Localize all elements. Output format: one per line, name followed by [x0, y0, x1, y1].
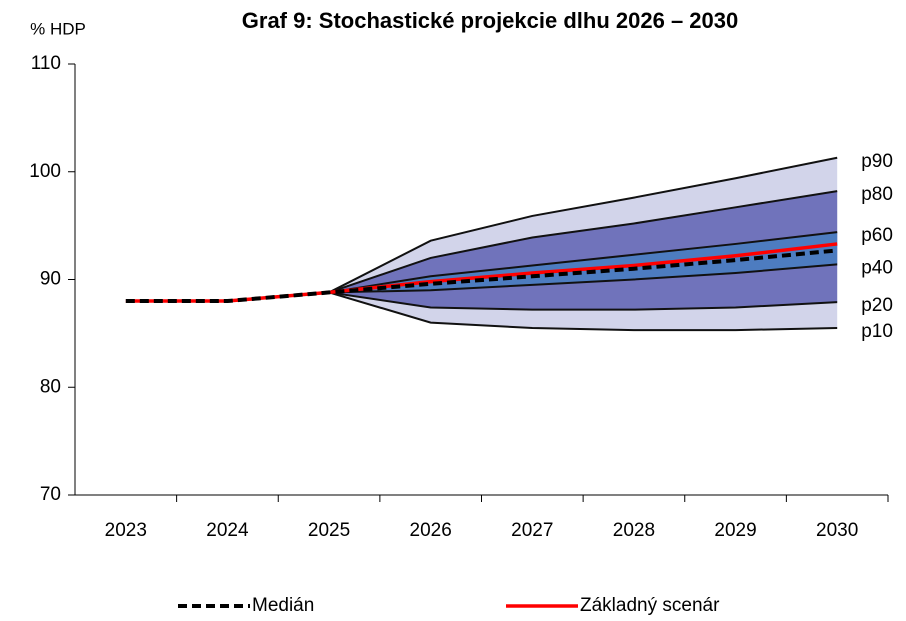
- percentile-line: [328, 291, 838, 332]
- percentile-line: [328, 156, 838, 294]
- y-tick-label: 70: [40, 484, 61, 505]
- y-tick-label: 90: [40, 269, 61, 290]
- percentile-label: p10: [861, 321, 893, 342]
- percentile-line: [329, 263, 838, 294]
- percentile-label: p60: [861, 225, 893, 246]
- percentile-label: p40: [861, 257, 893, 278]
- chart-title: Graf 9: Stochastické projekcie dlhu 2026…: [242, 8, 738, 33]
- x-tick-label: 2030: [816, 520, 858, 541]
- y-tick-label: 80: [40, 376, 61, 397]
- percentile-label: p80: [861, 184, 893, 205]
- x-tick-label: 2023: [105, 520, 147, 541]
- percentile-line: [328, 291, 838, 311]
- y-tick-label: 110: [31, 53, 61, 74]
- percentile-line: [328, 190, 838, 294]
- x-tick-label: 2024: [206, 520, 249, 541]
- percentile-label: p90: [861, 151, 893, 172]
- y-tick-label: 100: [29, 161, 61, 182]
- percentile-line: [328, 231, 838, 294]
- x-tick-label: 2026: [410, 520, 452, 541]
- legend-label: Základný scenár: [580, 595, 720, 616]
- legend-label: Medián: [252, 595, 314, 616]
- x-tick-label: 2027: [511, 520, 553, 541]
- y-axis-label: % HDP: [30, 19, 86, 38]
- series-line: [125, 248, 838, 304]
- x-tick-label: 2028: [613, 520, 655, 541]
- percentile-label: p20: [861, 295, 893, 316]
- x-tick-label: 2025: [308, 520, 350, 541]
- x-tick-label: 2029: [714, 520, 756, 541]
